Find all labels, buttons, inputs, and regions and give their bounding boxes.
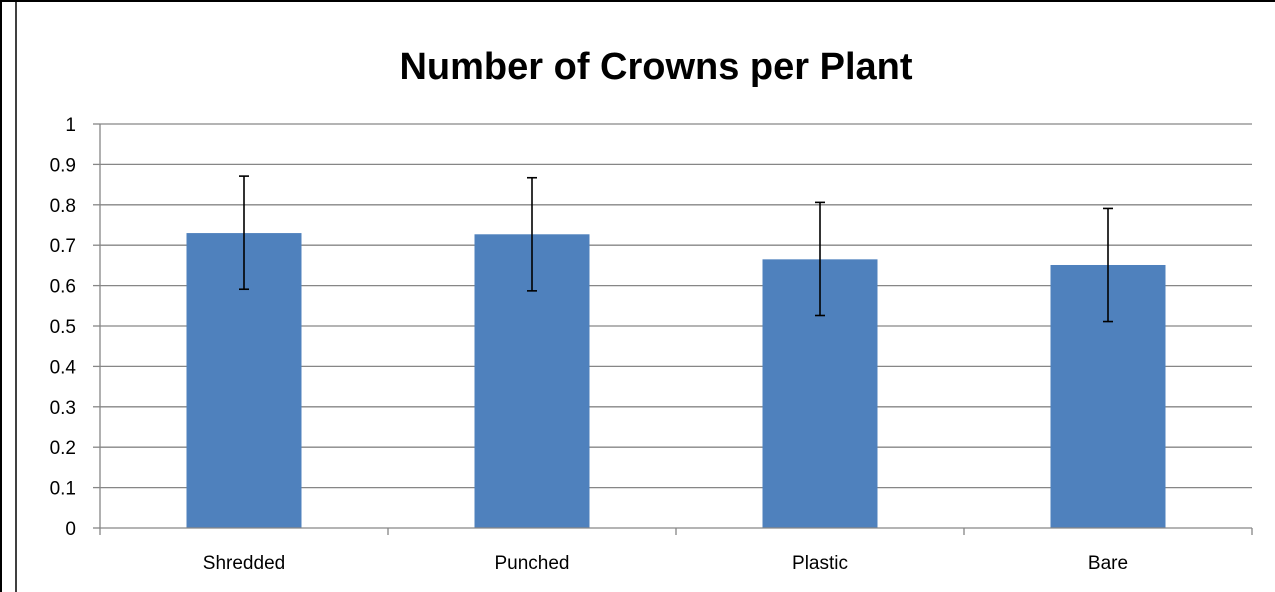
y-tick-label: 0 [65,519,76,540]
y-tick-label: 0.6 [50,277,76,298]
x-tick-label: Plastic [792,553,848,574]
error-bars [239,175,1113,323]
chart-title: Number of Crowns per Plant [399,46,912,88]
x-tick-label: Punched [494,553,569,574]
y-tick-label: 0.3 [50,398,76,419]
y-tick-label: 0.4 [50,357,77,378]
y-axis: 0 0.1 0.2 0.3 0.4 0.5 0.6 0.7 0.8 0.9 1 [50,115,101,540]
y-tick-label: 0.9 [50,155,76,176]
y-tick-label: 1 [65,115,76,136]
y-tick-label: 0.7 [50,236,76,257]
y-tick-label: 0.5 [50,317,76,338]
x-tick-label: Shredded [203,553,285,574]
x-axis: Shredded Punched Plastic Bare [99,527,1253,574]
x-tick-label: Bare [1088,553,1128,574]
y-tick-label: 0.8 [50,196,76,217]
y-tick-label: 0.1 [50,479,76,500]
y-tick-label: 0.2 [50,438,76,459]
